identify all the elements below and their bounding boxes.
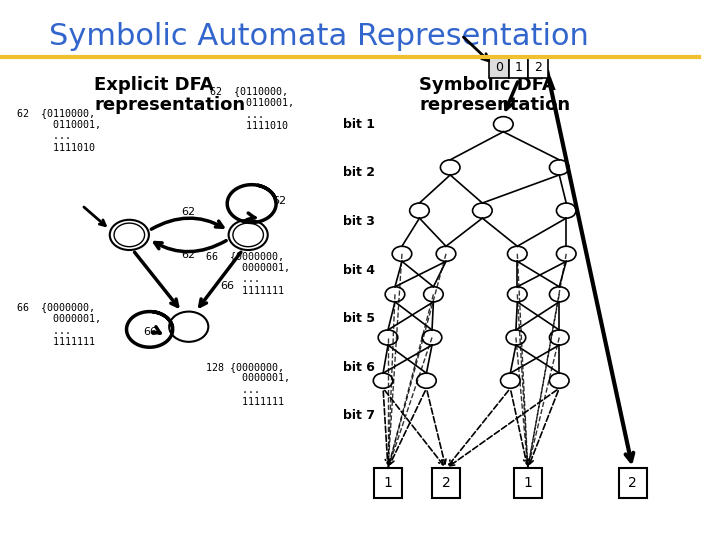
Text: 62: 62 <box>181 207 196 217</box>
Text: bit 3: bit 3 <box>343 215 374 228</box>
FancyBboxPatch shape <box>528 57 548 78</box>
Text: 62: 62 <box>273 196 287 206</box>
FancyBboxPatch shape <box>618 468 647 498</box>
Text: 66  {0000000,
      0000001,
      ...
      1111111: 66 {0000000, 0000001, ... 1111111 <box>206 251 290 296</box>
FancyBboxPatch shape <box>374 468 402 498</box>
Text: 0: 0 <box>495 61 503 74</box>
Text: 2: 2 <box>534 61 542 74</box>
Text: bit 5: bit 5 <box>343 312 374 325</box>
Text: 1: 1 <box>523 476 532 490</box>
Text: bit 2: bit 2 <box>343 166 374 179</box>
Text: Explicit DFA
representation: Explicit DFA representation <box>94 76 246 114</box>
FancyBboxPatch shape <box>509 57 528 78</box>
Text: 66: 66 <box>220 281 234 291</box>
Text: 2: 2 <box>629 476 637 490</box>
FancyBboxPatch shape <box>514 468 541 498</box>
Text: 62  {0110000,
      0110001,
      ...
      1111010: 62 {0110000, 0110001, ... 1111010 <box>17 108 102 153</box>
FancyBboxPatch shape <box>490 57 509 78</box>
Text: 62  {0110000,
      0110001,
      ...
      1111010: 62 {0110000, 0110001, ... 1111010 <box>210 86 294 131</box>
Text: 66: 66 <box>143 327 157 337</box>
Text: bit 7: bit 7 <box>343 409 374 422</box>
Text: bit 1: bit 1 <box>343 118 374 131</box>
Text: bit 6: bit 6 <box>343 361 374 374</box>
Text: Symbolic Automata Representation: Symbolic Automata Representation <box>49 22 589 51</box>
Text: 1: 1 <box>384 476 392 490</box>
Text: 1: 1 <box>515 61 523 74</box>
FancyBboxPatch shape <box>432 468 460 498</box>
Text: 66  {0000000,
      0000001,
      ...
      1111111: 66 {0000000, 0000001, ... 1111111 <box>17 302 102 347</box>
Text: 2: 2 <box>441 476 451 490</box>
Text: bit 4: bit 4 <box>343 264 374 276</box>
Text: Symbolic DFA
representation: Symbolic DFA representation <box>420 76 570 114</box>
Text: 62: 62 <box>181 250 196 260</box>
Text: 128 {0000000,
      0000001,
      ...
      1111111: 128 {0000000, 0000001, ... 1111111 <box>206 362 290 407</box>
